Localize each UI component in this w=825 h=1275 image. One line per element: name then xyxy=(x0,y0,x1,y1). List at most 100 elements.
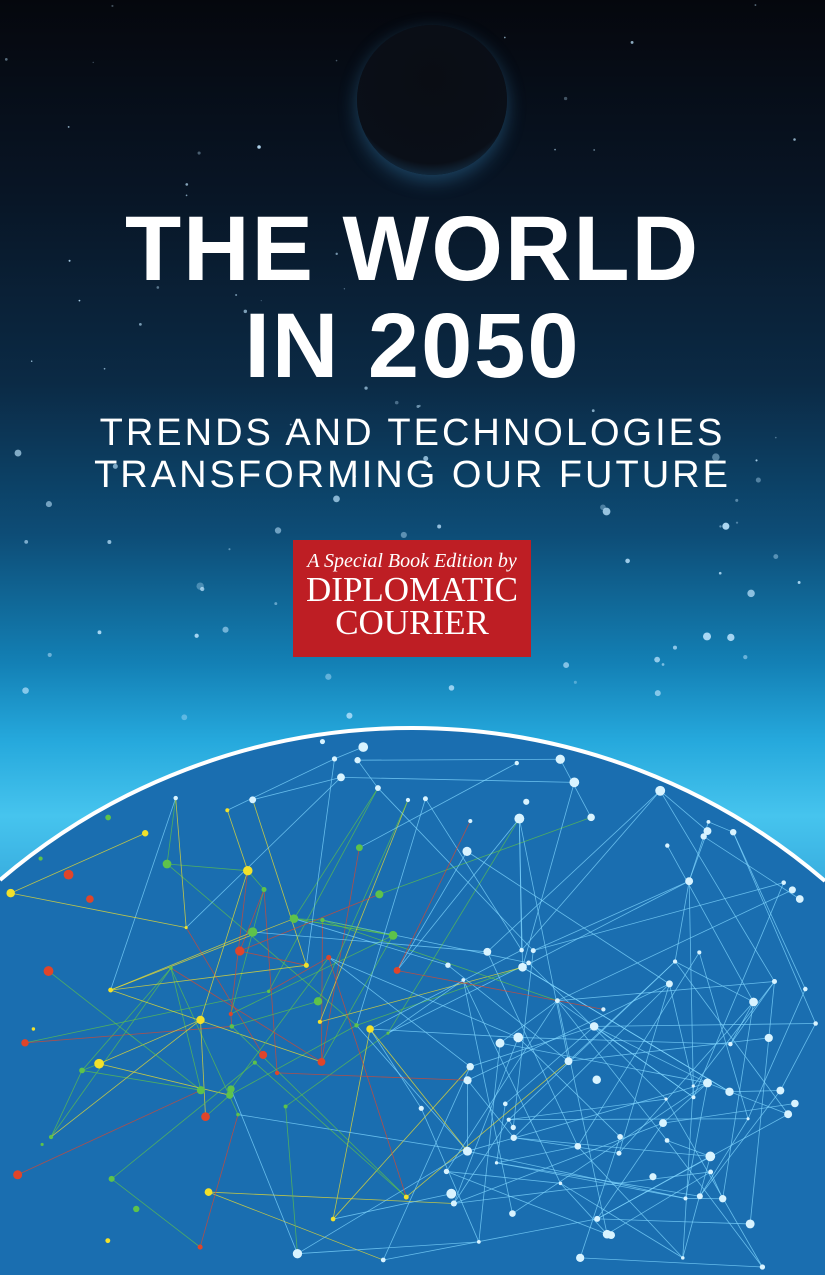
star xyxy=(138,322,142,326)
network-node xyxy=(594,1215,601,1222)
network-link xyxy=(231,1000,319,1027)
star xyxy=(235,293,238,297)
star xyxy=(274,602,278,606)
network-link xyxy=(370,1028,519,1038)
network-link xyxy=(518,818,569,1062)
network-node xyxy=(664,1138,670,1143)
network-link xyxy=(369,1028,468,1152)
network-link xyxy=(328,957,471,1068)
network-node xyxy=(554,998,560,1004)
network-link xyxy=(722,1001,754,1199)
network-node xyxy=(725,1087,734,1096)
network-link xyxy=(560,1182,683,1259)
network-node xyxy=(197,1244,203,1250)
network-node xyxy=(105,814,111,821)
network-node xyxy=(354,1023,359,1028)
network-node xyxy=(691,1084,695,1088)
network-link xyxy=(560,1183,608,1235)
star xyxy=(654,690,661,697)
network-link xyxy=(487,790,661,953)
network-node xyxy=(235,946,245,956)
network-node xyxy=(326,954,332,961)
network-node xyxy=(685,877,694,886)
network-node xyxy=(781,880,786,885)
network-node xyxy=(703,827,712,836)
globe-outline xyxy=(0,726,825,883)
network-node xyxy=(729,828,737,836)
network-link xyxy=(577,1146,684,1259)
star xyxy=(602,507,611,516)
network-node xyxy=(691,1095,696,1100)
network-node xyxy=(664,1097,668,1101)
network-link xyxy=(237,1114,468,1152)
badge-name-line-2: COURIER xyxy=(335,603,489,642)
network-link xyxy=(254,1062,407,1198)
network-link xyxy=(356,798,426,1026)
network-link xyxy=(729,1090,781,1093)
star xyxy=(335,59,338,62)
network-node xyxy=(616,1150,622,1156)
network-link xyxy=(81,967,172,1071)
star xyxy=(364,386,368,390)
star xyxy=(22,687,29,694)
network-link xyxy=(666,1140,763,1268)
network-node xyxy=(236,1112,240,1117)
network-link xyxy=(699,1090,781,1197)
network-link xyxy=(533,882,784,951)
network-node xyxy=(366,1025,374,1033)
star xyxy=(92,61,94,64)
network-link xyxy=(50,1019,201,1138)
star xyxy=(185,194,188,197)
star xyxy=(47,652,52,658)
network-node xyxy=(331,756,338,762)
network-link xyxy=(446,1171,608,1235)
network-node xyxy=(313,997,323,1006)
network-node xyxy=(509,1210,516,1217)
network-link xyxy=(666,845,754,1003)
network-node xyxy=(696,1193,703,1200)
star xyxy=(735,521,739,524)
network-link xyxy=(512,1082,708,1214)
network-link xyxy=(111,1062,256,1180)
network-link xyxy=(496,1103,506,1163)
network-link xyxy=(110,931,253,991)
network-link xyxy=(557,1000,668,1141)
network-link xyxy=(10,892,187,928)
network-link xyxy=(685,1082,708,1199)
network-node xyxy=(261,887,267,893)
network-node xyxy=(6,888,15,898)
network-link xyxy=(268,957,329,992)
network-node xyxy=(719,1195,727,1203)
network-node xyxy=(602,1229,612,1239)
network-node xyxy=(133,1205,140,1213)
network-node xyxy=(274,1070,280,1076)
network-link xyxy=(167,863,248,872)
network-node xyxy=(494,1161,499,1165)
network-link xyxy=(322,919,394,936)
star xyxy=(593,149,596,151)
star xyxy=(743,654,748,660)
network-link xyxy=(319,799,409,1023)
network-link xyxy=(230,957,330,1090)
network-node xyxy=(788,886,796,894)
network-link xyxy=(674,961,754,1003)
network-link xyxy=(513,983,670,1139)
network-link xyxy=(446,1000,558,1172)
network-link xyxy=(674,961,789,1115)
network-node xyxy=(13,1170,23,1180)
network-link xyxy=(618,1001,754,1154)
network-node xyxy=(759,1264,766,1270)
network-link xyxy=(170,967,239,1115)
network-link xyxy=(199,1114,239,1248)
network-link xyxy=(252,931,488,953)
network-node xyxy=(502,1101,508,1107)
network-node xyxy=(672,959,678,964)
network-link xyxy=(568,961,676,1062)
star xyxy=(394,400,399,405)
network-link xyxy=(659,790,708,832)
star xyxy=(755,477,761,483)
network-link xyxy=(230,934,394,1015)
network-link xyxy=(333,1193,452,1220)
network-node xyxy=(558,1181,563,1186)
